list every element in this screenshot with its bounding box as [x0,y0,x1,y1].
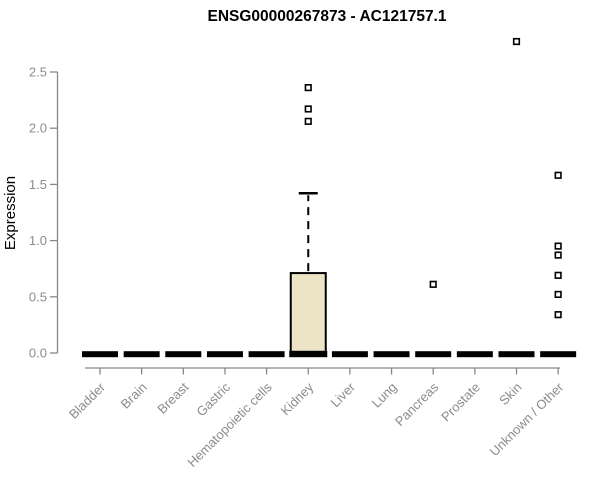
outlier-point [304,84,312,92]
flat-zero-bar [540,351,577,358]
flat-zero-bar [373,351,410,358]
box [289,272,327,355]
y-tick-label: 0.5 [29,289,47,304]
outlier-point [554,311,562,319]
y-tick-label: 2.5 [29,65,47,80]
x-category-label: Prostate [438,380,483,425]
x-category-label: Kidney [278,379,317,418]
flat-zero-bar [331,351,368,358]
x-category-label: Lung [369,380,400,411]
x-category-label: Pancreas [392,379,442,429]
flat-zero-bar [498,351,535,358]
flat-zero-bar [123,351,160,358]
flat-zero-bar [82,351,118,358]
flat-zero-bar [165,351,202,358]
outlier-point [304,117,312,125]
outlier-point [554,242,562,250]
y-tick-label: 1.5 [29,177,47,192]
median-bar [289,350,328,358]
outlier-point [554,290,562,299]
data-layer [82,37,577,358]
outlier-point [554,171,562,179]
axes-layer: 0.0 0.5 1.0 1.5 2.0 2.5 Bladder Brain Breast Gast… [29,65,567,470]
x-category-label: Bladder [66,379,109,422]
x-category-label: Unknown / Other [487,379,567,459]
x-category-label: Breast [154,379,191,416]
y-tick-label: 0.0 [29,346,47,361]
outlier-point [512,37,521,46]
y-tick-label: 2.0 [29,121,47,136]
flat-zero-bar [206,351,243,358]
flat-zero-bar [248,351,285,358]
flat-zero-bar [415,351,452,358]
outlier-point [554,271,562,279]
outlier-point [429,280,437,288]
y-axis-label: Expression [2,176,19,250]
y-tick-label: 1.0 [29,233,47,248]
flat-zero-bar [456,351,493,358]
x-category-label: Skin [496,380,524,408]
x-category-label: Gastric [193,379,233,419]
outlier-point [554,251,562,259]
chart-title: ENSG00000267873 - AC121757.1 [208,8,447,25]
x-category-label: Liver [327,379,358,410]
outlier-point [304,105,312,113]
x-category-label: Brain [118,380,150,412]
